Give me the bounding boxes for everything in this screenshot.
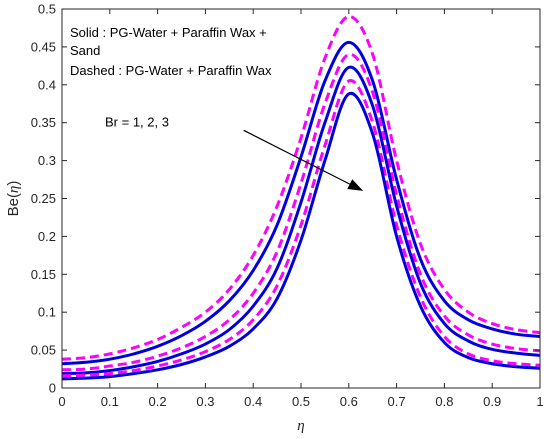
arrow-annotation: Br = 1, 2, 3 [105,114,364,191]
y-tick-label: 0 [49,381,56,396]
y-axis-label-prefix: Be( [5,193,22,216]
y-tick-label: 0.35 [31,115,56,130]
y-tick-label: 0.45 [31,39,56,54]
legend-annotation: Solid : PG-Water + Paraffin Wax + Sand D… [70,25,272,78]
y-tick-label: 0.05 [31,343,56,358]
series-line-4 [61,65,541,376]
x-tick-label: 0.7 [388,394,406,409]
y-tick-label: 0.5 [38,2,56,17]
series-line-6 [61,91,541,381]
legend-line-3: Dashed : PG-Water + Paraffin Wax [70,63,272,78]
x-tick-label: 0.1 [101,394,119,409]
series-line-2 [61,40,541,366]
y-tick-label: 0.4 [38,77,56,92]
x-tick-label: 0.5 [292,394,310,409]
y-tick-label: 0.15 [31,267,56,282]
x-axis-label: η [297,418,304,434]
x-tick-label: 0 [58,394,65,409]
y-tick-label: 0.25 [31,191,56,206]
series-line-1 [61,15,541,361]
y-tick-label: 0.1 [38,305,56,320]
x-tick-label: 0.4 [244,394,262,409]
x-tick-label: 0.6 [340,394,358,409]
legend-line-1: Solid : PG-Water + Paraffin Wax + [70,25,267,40]
x-tick-label: 0.3 [196,394,214,409]
ticks-layer: 0 0.1 0.2 0.3 0.4 0.5 0.6 0.7 0.8 0.9 1 0 0.05 0.1 0.1… [31,2,544,410]
series-line-3 [61,52,541,372]
y-tick-label: 0.3 [38,153,56,168]
series-layer [61,15,541,381]
y-axis-label: Be(η) [5,181,22,217]
y-axis-label-suffix: ) [5,181,22,186]
y-axis-label-symbol: η [6,186,22,193]
arrow-head [347,179,364,191]
y-tick-label: 0.2 [38,229,56,244]
arrow-line [243,129,351,185]
arrow-label: Br = 1, 2, 3 [105,114,169,129]
x-tick-label: 1 [536,394,543,409]
series-line-5 [61,79,541,378]
x-tick-label: 0.8 [435,394,453,409]
x-tick-label: 0.2 [149,394,167,409]
x-axis-label-symbol: η [297,418,304,434]
x-tick-label: 0.9 [483,394,501,409]
legend-line-2: Sand [70,43,100,58]
